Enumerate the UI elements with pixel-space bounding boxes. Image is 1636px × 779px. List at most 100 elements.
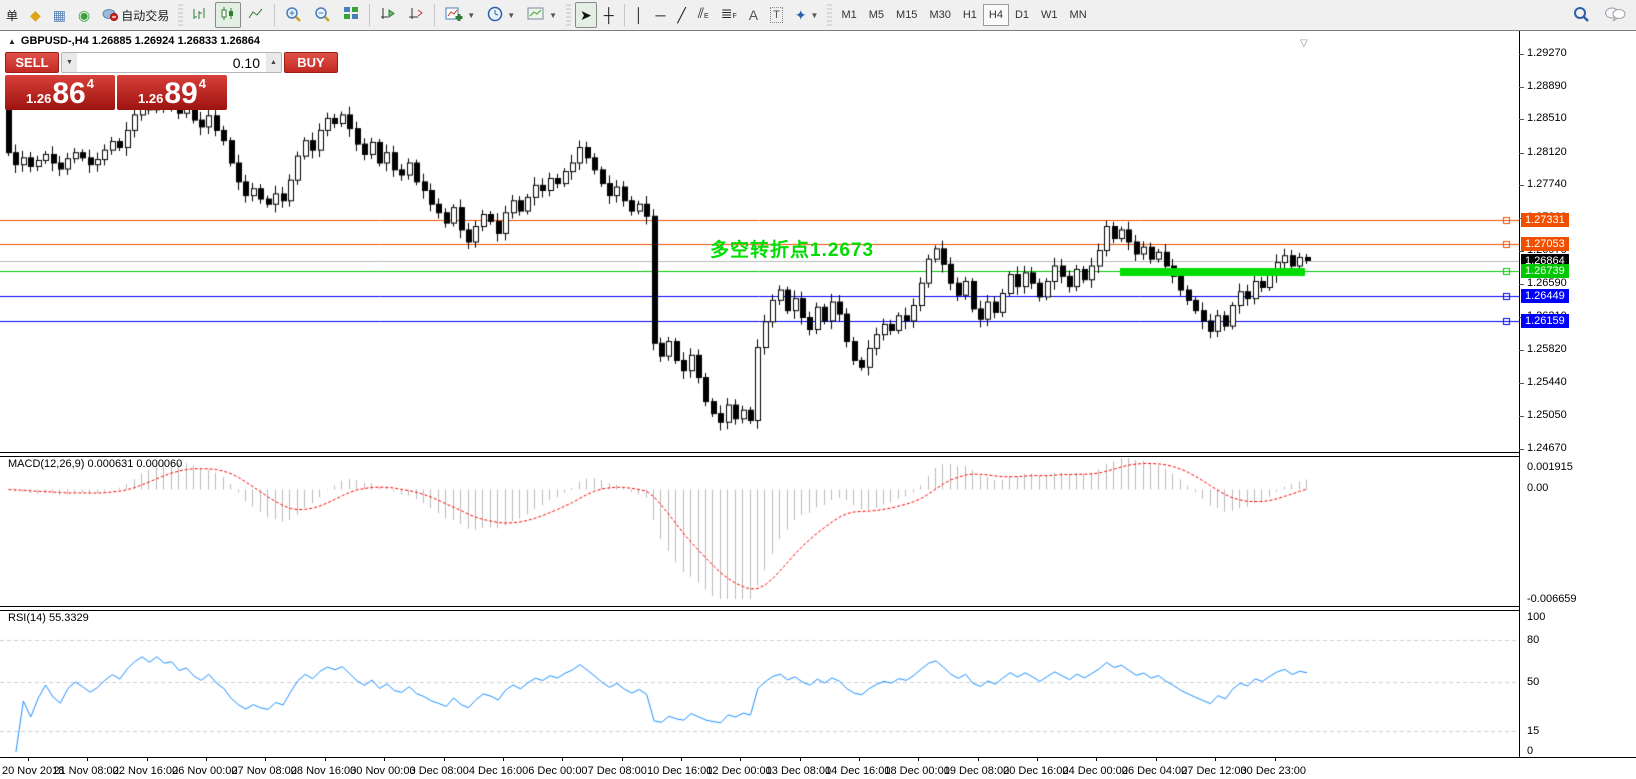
trendline-tool-button[interactable]: ╱ <box>672 2 690 28</box>
cursor-tool-button[interactable]: ➤ <box>575 2 597 28</box>
bid-price-label: 1.26864 <box>1521 253 1569 268</box>
dropdown-arrow-icon: ▼ <box>507 10 516 20</box>
time-axis-label: 30 Nov 00:00 <box>350 765 416 777</box>
search-button[interactable] <box>1573 6 1590 25</box>
time-axis-label: 22 Nov 16:00 <box>112 765 179 777</box>
timeframe-h4[interactable]: H4 <box>982 4 1009 26</box>
time-axis-label: 6 Dec 00:00 <box>528 765 588 777</box>
buy-button[interactable]: BUY <box>284 52 338 73</box>
periods-button[interactable]: ▼ <box>482 2 520 28</box>
time-axis-tick <box>1215 757 1217 761</box>
trendline-icon: ╱ <box>677 7 686 23</box>
collapse-arrow-icon[interactable]: ▲ <box>8 36 16 46</box>
zoom-out-button[interactable] <box>309 2 336 28</box>
chart-shift-marker-icon[interactable]: ▽ <box>1300 38 1308 49</box>
chart-shift-button[interactable] <box>403 2 429 28</box>
tile-windows-button[interactable] <box>338 2 364 28</box>
time-axis-label: 18 Dec 00:00 <box>884 765 950 777</box>
buy-price-box[interactable]: 1.26 89 4 <box>117 75 227 110</box>
candlestick-chart-icon <box>220 6 236 24</box>
price-chart-canvas[interactable] <box>0 31 1519 452</box>
fibonacci-tool-button[interactable]: ≣F <box>716 2 742 28</box>
arrows-tool-button[interactable]: ✦ ▼ <box>790 2 824 28</box>
dropdown-arrow-icon: ▼ <box>549 10 558 20</box>
time-axis-label: 21 Nov 08:00 <box>53 765 119 777</box>
channel-tool-button[interactable]: ⫽E <box>693 2 714 28</box>
data-window-button[interactable]: ▦ <box>48 2 71 28</box>
rsi-indicator-label: RSI(14) 55.3329 <box>8 612 89 624</box>
time-axis-tick <box>87 757 89 761</box>
time-axis-label: 4 Dec 16:00 <box>468 765 529 777</box>
sell-price-box[interactable]: 1.26 86 4 <box>5 75 115 110</box>
time-axis-label: 27 Nov 08:00 <box>231 765 297 777</box>
price-axis-tick <box>1519 185 1524 187</box>
zoom-in-button[interactable] <box>280 2 307 28</box>
lot-size-group: ▼ ▲ <box>61 52 282 73</box>
bar-chart-button[interactable] <box>187 2 213 28</box>
lot-increase-button[interactable]: ▲ <box>266 53 281 72</box>
price-axis-label: 1.25440 <box>1527 375 1567 388</box>
time-axis-tick <box>1274 757 1276 761</box>
dropdown-arrow-icon: ▼ <box>810 10 819 20</box>
text-tool-button[interactable]: A <box>744 2 763 28</box>
time-axis-label: 26 Nov 00:00 <box>172 765 238 777</box>
timeframe-d1[interactable]: D1 <box>1014 9 1030 21</box>
time-axis-tick <box>443 757 445 761</box>
auto-scroll-button[interactable] <box>375 2 401 28</box>
rsi-axis-label: 50 <box>1527 676 1540 688</box>
timeframe-m1[interactable]: M1 <box>841 9 857 21</box>
chart-frame-bottom <box>0 757 1636 758</box>
toolbar-separator <box>623 4 625 26</box>
arrows-icon: ✦ <box>794 7 807 23</box>
price-axis-tick <box>1519 382 1524 384</box>
macd-axis-max: 0.001915 <box>1527 461 1573 473</box>
vertical-line-tool-button[interactable]: │ <box>630 2 649 28</box>
dropdown-arrow-icon: ▼ <box>467 10 476 20</box>
time-axis-label: 20 Nov 2018 <box>2 765 65 777</box>
time-axis-label: 3 Dec 08:00 <box>409 765 469 777</box>
new-order-button[interactable]: 单 <box>1 2 23 28</box>
price-axis-label: 1.28120 <box>1527 145 1567 158</box>
timeframe-h1[interactable]: H1 <box>962 9 977 21</box>
toolbar-grip <box>566 4 572 26</box>
indicators-button[interactable]: ▼ <box>440 2 480 28</box>
rsi-chart-canvas[interactable] <box>0 609 1519 757</box>
text-label-tool-button[interactable]: T <box>765 2 788 28</box>
autotrading-label: 自动交易 <box>121 8 170 23</box>
lot-size-input[interactable] <box>77 53 266 72</box>
chat-icon <box>1604 6 1626 25</box>
templates-button[interactable]: ▼ <box>522 2 562 28</box>
rsi-axis-label: 100 <box>1527 611 1546 623</box>
time-axis-label: 27 Dec 12:00 <box>1181 765 1247 777</box>
candlestick-chart-button[interactable] <box>215 2 242 28</box>
autotrading-button[interactable]: 自动交易 <box>97 2 174 28</box>
chart-frame-right <box>1519 31 1520 757</box>
time-axis-tick <box>265 757 267 761</box>
time-axis-tick <box>146 757 148 761</box>
navigator-icon: ◉ <box>78 7 91 23</box>
timeframe-w1[interactable]: W1 <box>1041 9 1058 21</box>
search-icon <box>1573 6 1590 25</box>
chat-button[interactable] <box>1604 6 1626 25</box>
hline-price-label: 1.27331 <box>1521 213 1569 228</box>
timeframe-m30[interactable]: M30 <box>929 9 951 21</box>
macd-chart-canvas[interactable] <box>0 455 1519 606</box>
sell-button[interactable]: SELL <box>5 52 59 73</box>
line-chart-button[interactable] <box>243 2 269 28</box>
price-axis-tick <box>1519 416 1524 418</box>
time-axis-tick <box>502 757 504 761</box>
crosshair-tool-button[interactable]: ┼ <box>599 2 619 28</box>
time-axis-tick <box>859 757 861 761</box>
lot-decrease-button[interactable]: ▼ <box>62 53 77 72</box>
time-axis-tick <box>680 757 682 761</box>
chart-shift-icon <box>408 6 424 24</box>
price-axis-label: 1.26590 <box>1527 277 1567 290</box>
time-axis-label: 30 Dec 23:00 <box>1240 765 1306 777</box>
time-axis-tick <box>324 757 326 761</box>
timeframe-m5[interactable]: M5 <box>868 9 885 21</box>
timeframe-m15[interactable]: M15 <box>896 9 918 21</box>
timeframe-mn[interactable]: MN <box>1069 9 1087 21</box>
market-watch-button[interactable]: ◆ <box>25 2 46 28</box>
horizontal-line-tool-button[interactable]: ─ <box>650 2 670 28</box>
navigator-button[interactable]: ◉ <box>73 2 95 28</box>
